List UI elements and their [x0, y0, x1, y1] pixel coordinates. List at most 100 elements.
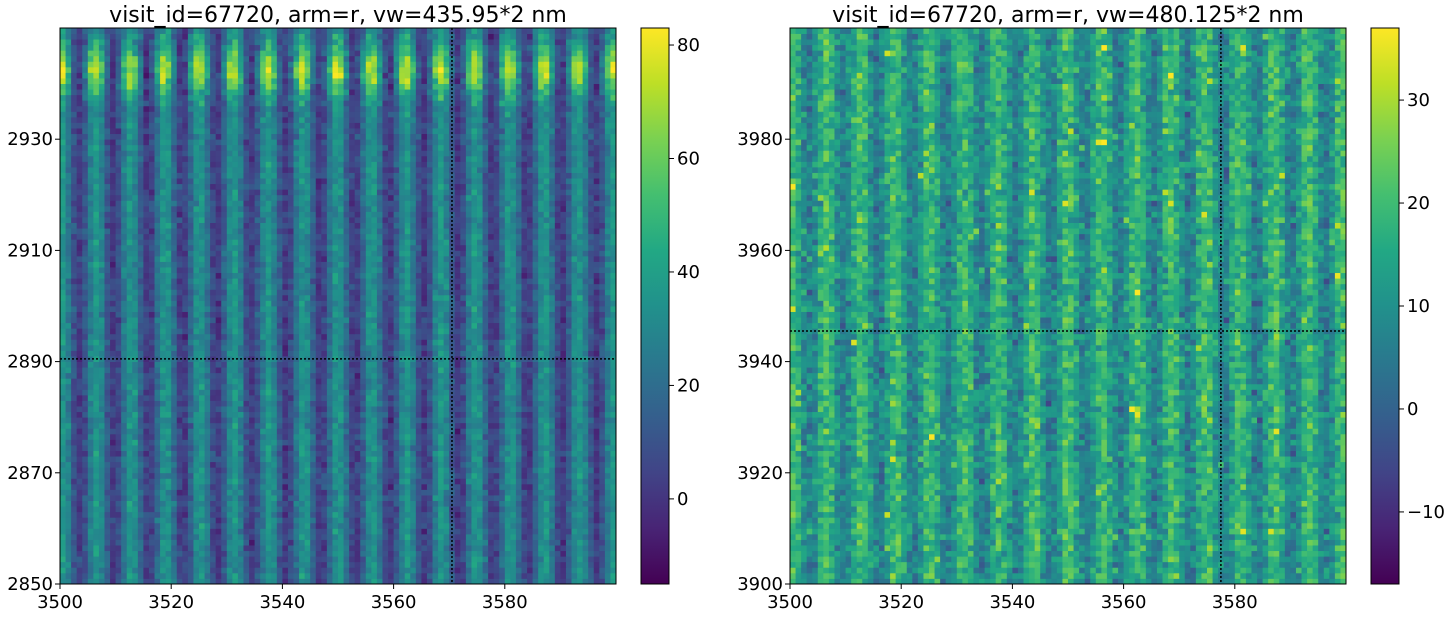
heatmap-cell [60, 456, 66, 463]
heatmap-cell [243, 400, 250, 407]
heatmap-cell [137, 383, 144, 390]
heatmap-cell [349, 572, 356, 579]
heatmap-cell [148, 361, 155, 368]
heatmap-cell [71, 561, 78, 568]
heatmap-cell [543, 461, 550, 468]
heatmap-cell [249, 572, 255, 579]
heatmap-cell [65, 328, 72, 335]
heatmap-cell [215, 394, 222, 401]
heatmap-cell [321, 450, 328, 457]
heatmap-cell [532, 511, 539, 518]
heatmap-cell [315, 322, 322, 329]
heatmap-cell [404, 522, 411, 529]
heatmap-cell [393, 389, 400, 396]
heatmap-cell [582, 489, 589, 496]
heatmap-cell [449, 567, 456, 574]
heatmap-cell [493, 439, 500, 446]
heatmap-cell [593, 333, 600, 340]
heatmap-cell [232, 439, 239, 446]
heatmap-cell [571, 417, 578, 424]
heatmap-cell [126, 394, 133, 401]
heatmap-cell [121, 344, 128, 351]
heatmap-cell [104, 500, 111, 507]
heatmap-cell [388, 439, 394, 446]
heatmap-cell [371, 483, 378, 490]
heatmap-cell [232, 561, 239, 568]
heatmap-cell [232, 517, 239, 524]
heatmap-cell [154, 422, 161, 429]
heatmap-cell [299, 378, 306, 385]
heatmap-cell [332, 311, 339, 318]
heatmap-cell [554, 406, 561, 413]
heatmap-cell [304, 367, 311, 374]
heatmap-cell [71, 533, 78, 540]
heatmap-cell [148, 333, 155, 340]
heatmap-cell [71, 567, 78, 574]
heatmap-cell [338, 495, 344, 501]
heatmap-cell [271, 500, 278, 507]
heatmap-cell [82, 344, 89, 351]
heatmap-cell [376, 317, 383, 324]
heatmap-cell [554, 528, 561, 535]
heatmap-cell [126, 528, 133, 535]
heatmap-cell [254, 406, 261, 413]
heatmap-cell [376, 545, 383, 552]
heatmap-cell [199, 495, 205, 501]
heatmap-cell [148, 422, 155, 429]
heatmap-cell [554, 389, 561, 396]
heatmap-cell [582, 383, 589, 390]
heatmap-cell [187, 417, 194, 424]
heatmap-cell [577, 567, 584, 574]
heatmap-cell [349, 500, 356, 507]
heatmap-cell [465, 322, 472, 329]
heatmap-cell [121, 483, 128, 490]
heatmap-cell [137, 328, 144, 335]
heatmap-cell [293, 428, 300, 435]
heatmap-cell [143, 306, 150, 312]
heatmap-cell [471, 378, 478, 385]
heatmap-cell [199, 467, 205, 474]
heatmap-cell [187, 511, 194, 518]
heatmap-cell [399, 356, 406, 362]
heatmap-cell [310, 367, 317, 374]
heatmap-cell [332, 533, 339, 540]
heatmap-cell [265, 561, 272, 568]
heatmap-cell [527, 317, 533, 324]
heatmap-cell [171, 456, 178, 463]
heatmap-cell [560, 556, 567, 563]
heatmap-cell [71, 433, 78, 440]
heatmap-cell [343, 400, 350, 407]
heatmap-cell [532, 383, 539, 390]
heatmap-cell [521, 383, 528, 390]
heatmap-cell [260, 333, 267, 340]
heatmap-cell [87, 517, 94, 524]
heatmap-cell [415, 495, 422, 501]
heatmap-cell [321, 572, 328, 579]
heatmap-cell [104, 539, 111, 546]
heatmap-cell [388, 317, 394, 324]
heatmap-cell [321, 361, 328, 368]
heatmap-cell [321, 433, 328, 440]
heatmap-cell [543, 422, 550, 429]
heatmap-cell [226, 433, 233, 440]
heatmap-cell [538, 411, 545, 418]
heatmap-cell [132, 545, 139, 552]
heatmap-cell [349, 322, 356, 329]
heatmap-cell [287, 317, 294, 324]
heatmap-cell [271, 406, 278, 413]
heatmap-cell [504, 317, 511, 324]
heatmap-cell [432, 567, 439, 574]
heatmap-cell [98, 367, 105, 374]
heatmap-cell [504, 372, 511, 379]
heatmap-cell [338, 406, 344, 413]
heatmap-cell [493, 367, 500, 374]
heatmap-cell [193, 561, 200, 568]
heatmap-cell [532, 478, 539, 485]
heatmap-cell [449, 339, 456, 346]
heatmap-cell [87, 378, 94, 385]
heatmap-cell [371, 572, 378, 579]
heatmap-cell [154, 322, 161, 329]
heatmap-cell [171, 350, 178, 357]
heatmap-cell [577, 572, 584, 579]
heatmap-cell [521, 556, 528, 563]
